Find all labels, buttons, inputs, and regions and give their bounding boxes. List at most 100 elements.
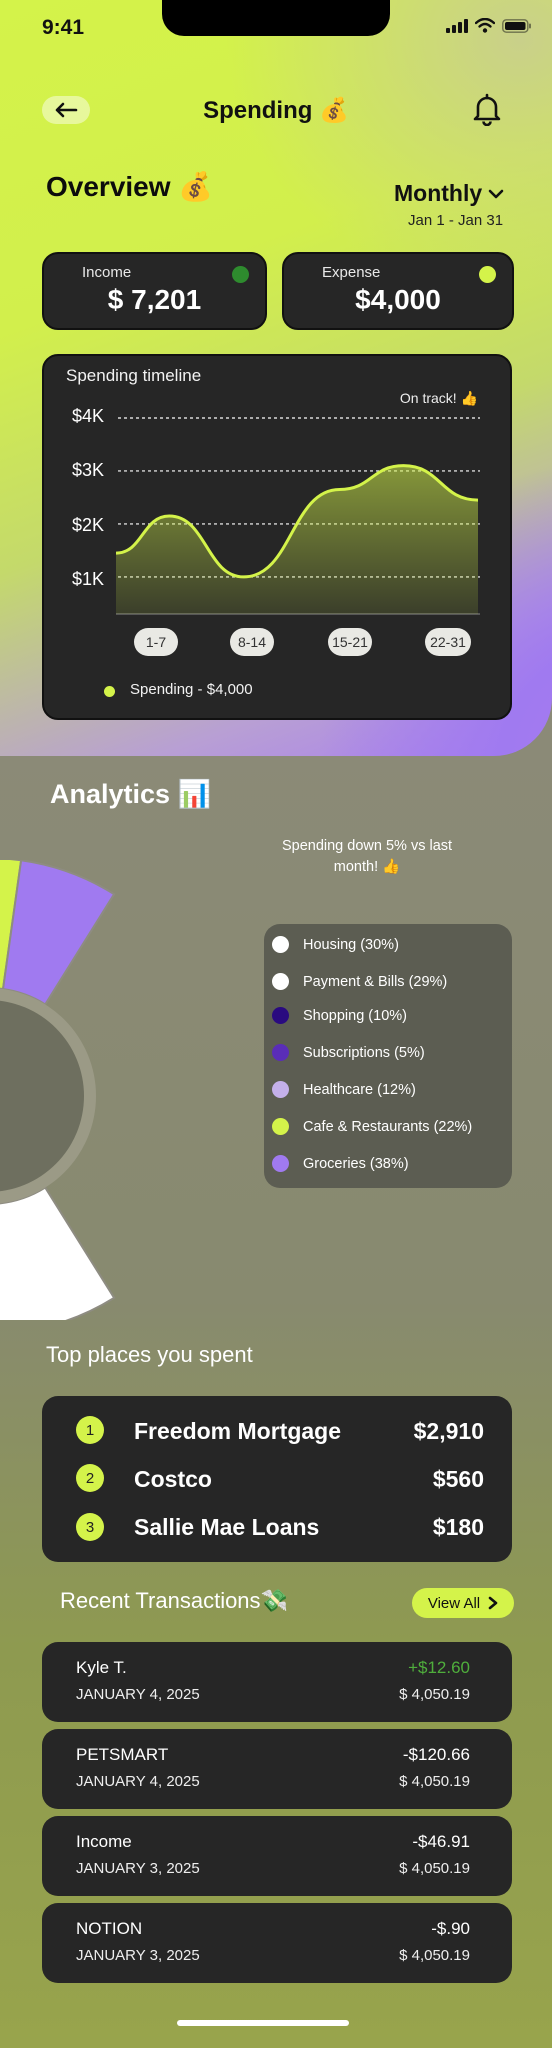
legend-swatch [104, 686, 115, 697]
battery-icon [502, 18, 531, 33]
spending-area [116, 465, 478, 614]
bell-icon [473, 93, 501, 127]
transaction-row[interactable]: Kyle T. JANUARY 4, 2025 +$12.60 $ 4,050.… [42, 1642, 512, 1722]
y-tick-label: $4K [72, 406, 105, 426]
legend-label: Spending - $4,000 [130, 681, 253, 698]
transaction-date: JANUARY 3, 2025 [76, 1860, 200, 1877]
transaction-balance: $ 4,050.19 [399, 1686, 470, 1703]
timeline-chart [115, 417, 480, 615]
donut-slice[interactable] [1, 860, 116, 1006]
income-value: $ 7,201 [107, 284, 202, 315]
transaction-name: PETSMART [76, 1745, 169, 1764]
signal-icon [446, 18, 468, 33]
legend-item-subscriptions[interactable]: Subscriptions (5%) [272, 1044, 425, 1061]
rank-badge: 2 [76, 1464, 104, 1492]
legend-swatch [272, 1007, 289, 1024]
transaction-date: JANUARY 4, 2025 [76, 1773, 200, 1790]
expense-card[interactable]: Expense $4,000 [282, 252, 514, 330]
transaction-balance: $ 4,050.19 [399, 1773, 470, 1790]
chevron-down-icon [488, 189, 504, 198]
arrow-left-icon [55, 102, 78, 118]
transaction-amount: -$.90 [431, 1919, 470, 1938]
transaction-row[interactable]: Income JANUARY 3, 2025 -$46.91 $ 4,050.1… [42, 1816, 512, 1896]
legend-swatch [272, 1081, 289, 1098]
status-icons [446, 18, 532, 33]
legend-item-payment-bills[interactable]: Payment & Bills (29%) [272, 973, 447, 990]
place-name[interactable]: Freedom Mortgage [134, 1418, 342, 1444]
on-track-status: On track! 👍 [399, 390, 478, 406]
legend-item-healthcare[interactable]: Healthcare (12%) [272, 1081, 416, 1098]
legend-label: Payment & Bills (29%) [303, 973, 448, 990]
place-amount: $2,910 [413, 1418, 484, 1444]
rank-badge: 1 [76, 1416, 104, 1444]
home-indicator[interactable] [177, 2020, 349, 2026]
transaction-name: Income [76, 1832, 132, 1851]
expense-value: $4,000 [355, 284, 441, 315]
legend-swatch [272, 1044, 289, 1061]
legend-label: Cafe & Restaurants (22%) [303, 1118, 473, 1135]
transaction-date: JANUARY 4, 2025 [76, 1686, 200, 1703]
donut-slice[interactable] [0, 1186, 116, 1320]
transaction-amount: -$46.91 [412, 1832, 470, 1851]
income-label: Income [82, 264, 132, 281]
page-title: Spending 💰 [203, 97, 349, 124]
period-label: Monthly [394, 180, 483, 206]
x-tick-pill[interactable]: 22-31 [425, 628, 471, 656]
timeline-title: Spending timeline [66, 366, 202, 385]
legend-label: Shopping (10%) [303, 1007, 407, 1024]
status-time: 9:41 [42, 16, 85, 39]
legend-swatch [272, 973, 289, 990]
transaction-amount: -$120.66 [402, 1745, 470, 1764]
legend-item-housing[interactable]: Housing (30%) [272, 936, 399, 953]
y-tick-label: $2K [72, 515, 105, 535]
transaction-row[interactable]: NOTION JANUARY 3, 2025 -$.90 $ 4,050.19 [42, 1903, 512, 1983]
income-indicator-dot [232, 266, 249, 283]
legend-swatch [272, 1155, 289, 1172]
date-range: Jan 1 - Jan 31 [408, 212, 504, 229]
view-all-label: View All [427, 1594, 481, 1612]
view-all-button[interactable]: View All [412, 1588, 514, 1618]
transaction-name: NOTION [76, 1919, 143, 1938]
top-places-card: 1 Freedom Mortgage $2,910 2 Costco $560 … [42, 1396, 512, 1562]
transaction-balance: $ 4,050.19 [399, 1947, 470, 1964]
period-dropdown[interactable]: Monthly [394, 180, 504, 207]
top-places-title: Top places you spent [46, 1342, 253, 1367]
spending-change-note: Spending down 5% vs last month! 👍 [281, 838, 453, 875]
place-name[interactable]: Sallie Mae Loans [134, 1514, 320, 1540]
transaction-date: JANUARY 3, 2025 [76, 1947, 200, 1964]
spending-line [115, 464, 479, 579]
notifications-button[interactable] [470, 92, 504, 131]
device-notch [162, 0, 390, 36]
legend-item-cafe-restaurants[interactable]: Cafe & Restaurants (22%) [272, 1118, 472, 1135]
transaction-amount: +$12.60 [408, 1658, 470, 1677]
category-donut-chart [0, 860, 116, 1320]
place-name[interactable]: Costco [134, 1466, 212, 1492]
legend-label: Healthcare (12%) [303, 1081, 416, 1098]
rank-badge: 3 [76, 1513, 104, 1541]
expense-indicator-dot [479, 266, 496, 283]
transaction-row[interactable]: PETSMART JANUARY 4, 2025 -$120.66 $ 4,05… [42, 1729, 512, 1809]
place-amount: $560 [432, 1466, 484, 1492]
expense-label: Expense [322, 264, 381, 281]
legend-label: Housing (30%) [303, 936, 399, 953]
legend-label: Subscriptions (5%) [303, 1044, 425, 1061]
y-tick-label: $3K [72, 460, 105, 480]
overview-title: Overview 💰 [46, 171, 214, 202]
transaction-balance: $ 4,050.19 [399, 1860, 470, 1877]
x-tick-pill[interactable]: 1-7 [134, 628, 178, 656]
legend-item-groceries[interactable]: Groceries (38%) [272, 1155, 409, 1172]
x-tick-pill[interactable]: 8-14 [230, 628, 274, 656]
legend-swatch [272, 936, 289, 953]
income-card[interactable]: Income $ 7,201 [42, 252, 267, 330]
analytics-title: Analytics 📊 [50, 779, 212, 809]
wifi-icon [475, 18, 495, 33]
y-tick-label: $1K [72, 569, 105, 589]
place-amount: $180 [432, 1514, 484, 1540]
recent-transactions-title: Recent Transactions💸 [60, 1588, 288, 1613]
legend-item-shopping[interactable]: Shopping (10%) [272, 1007, 407, 1024]
back-button[interactable] [42, 96, 90, 124]
transaction-name: Kyle T. [76, 1658, 127, 1677]
donut-hole [0, 1000, 84, 1192]
legend-swatch [272, 1118, 289, 1135]
x-tick-pill[interactable]: 15-21 [328, 628, 372, 656]
